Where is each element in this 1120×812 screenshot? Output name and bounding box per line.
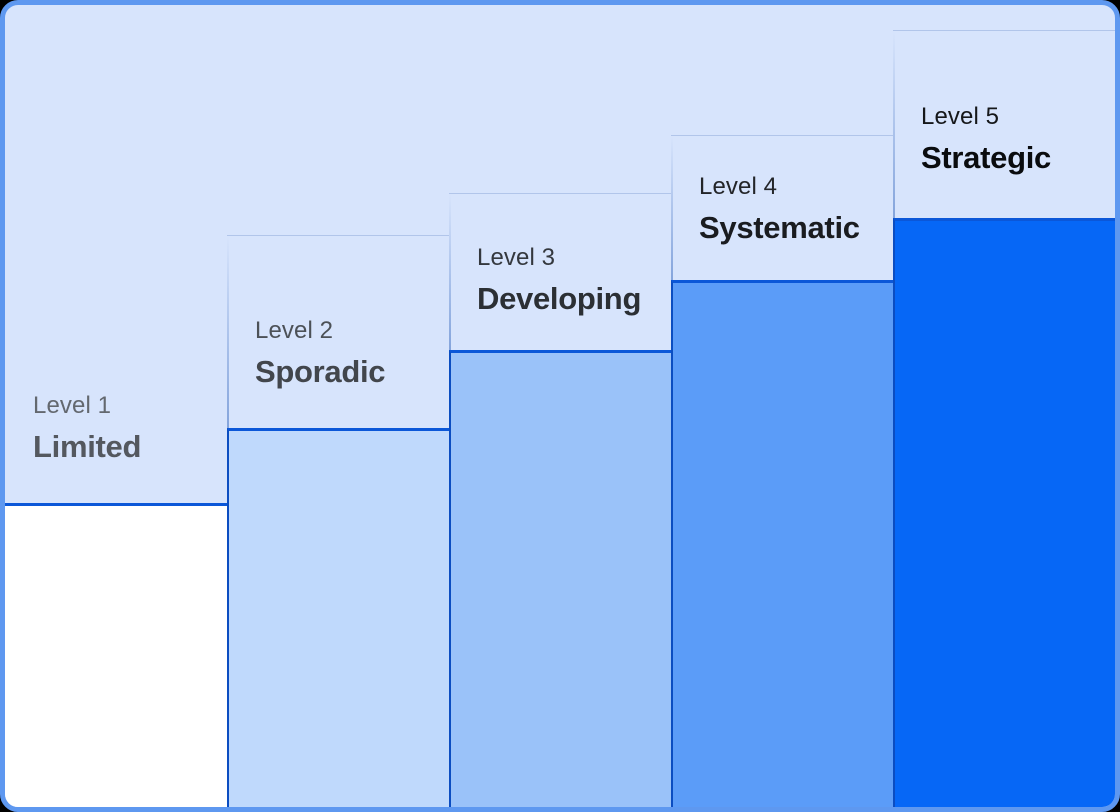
column-divider [893,31,895,219]
level-2-bar [227,428,449,807]
column-divider [227,236,229,429]
level-1-number-label: Level 1 [33,392,112,419]
level-2-number-label: Level 2 [255,317,334,344]
level-3-bar [449,350,671,807]
level-4-name-label: Systematic [699,210,860,245]
level-5-label-block: Level 5 Strategic [921,103,1105,176]
level-4-label-block: Level 4 Systematic [699,173,883,246]
maturity-level-column-4: Level 4 Systematic [671,135,893,807]
level-4-number-label: Level 4 [699,173,778,200]
level-3-label-block: Level 3 Developing [477,244,661,317]
level-3-name-label: Developing [477,281,642,316]
column-divider [449,194,451,351]
level-2-name-label: Sporadic [255,354,386,389]
maturity-level-column-3: Level 3 Developing [449,193,671,807]
maturity-level-column-2: Level 2 Sporadic [227,235,449,807]
maturity-level-column-1: Level 1 Limited [5,270,227,807]
level-3-number-label: Level 3 [477,244,556,271]
maturity-level-column-5: Level 5 Strategic [893,30,1115,807]
level-5-number-label: Level 5 [921,103,1000,130]
column-divider [671,136,673,281]
level-5-bar [893,218,1115,807]
level-5-name-label: Strategic [921,140,1051,175]
level-2-label-block: Level 2 Sporadic [255,317,439,390]
level-1-label-block: Level 1 Limited [33,392,217,465]
level-4-bar [671,280,893,807]
level-1-name-label: Limited [33,429,142,464]
level-1-bar [5,503,227,807]
